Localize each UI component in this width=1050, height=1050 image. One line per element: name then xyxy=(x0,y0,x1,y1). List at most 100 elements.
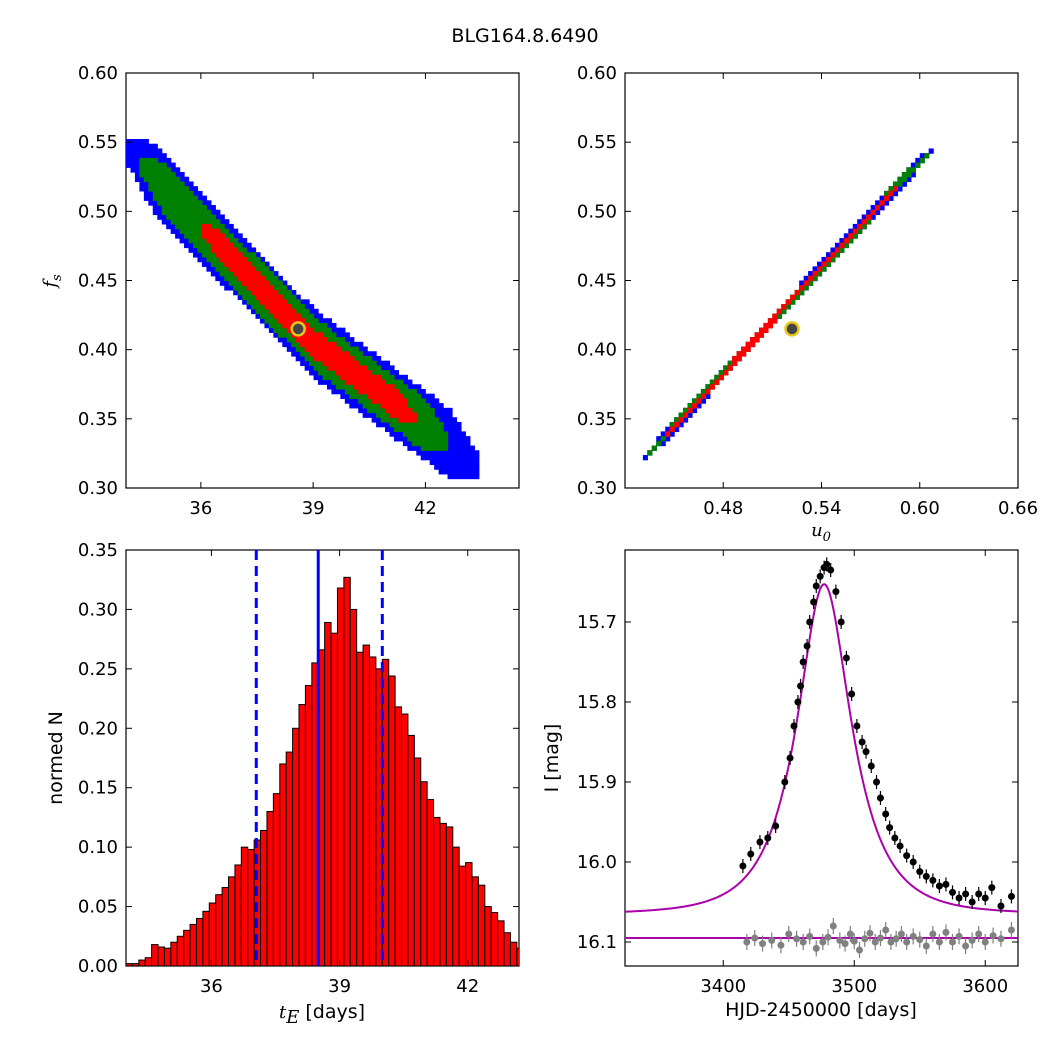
contour-cell-red xyxy=(273,289,279,296)
contour-cell-red xyxy=(371,374,377,381)
data-point xyxy=(922,872,930,880)
contour-cell-blue xyxy=(331,322,337,329)
contour-cell-red xyxy=(304,332,310,338)
contour-cell-red xyxy=(393,407,400,414)
contour-cell-green xyxy=(295,299,301,305)
contour-cell-blue xyxy=(870,205,876,211)
contour-cell-red xyxy=(264,299,270,305)
contour-cell-green xyxy=(219,271,225,277)
contour-cell-blue xyxy=(443,421,449,428)
contour-cell-red xyxy=(277,313,283,319)
contour-cell-red xyxy=(772,313,778,319)
contour-cell-red xyxy=(353,360,359,366)
contour-cell-green xyxy=(429,417,435,423)
histogram-bar xyxy=(458,865,467,966)
contour-cell-blue xyxy=(291,351,297,357)
contour-cell-green xyxy=(674,417,680,423)
contour-cell-blue xyxy=(139,143,145,150)
contour-cell-green xyxy=(906,172,912,178)
contour-cell-green xyxy=(353,388,359,395)
contour-cell-green xyxy=(291,337,297,343)
contour-cell-red xyxy=(407,407,413,414)
contour-cell-blue xyxy=(184,181,190,187)
contour-cell-red xyxy=(371,393,377,399)
contour-cell-green xyxy=(219,228,225,234)
contour-cell-green xyxy=(420,417,426,423)
contour-cell-blue xyxy=(452,445,458,451)
y-tick-label: 0.60 xyxy=(78,63,118,84)
contour-cell-blue xyxy=(126,143,132,150)
contour-cell-green xyxy=(143,167,149,173)
contour-cell-red xyxy=(282,313,288,319)
contour-cell-red xyxy=(402,403,408,409)
contour-cell-red xyxy=(228,256,234,263)
histogram-bar xyxy=(131,963,140,966)
contour-cell-green xyxy=(411,398,417,404)
contour-cell-red xyxy=(402,398,408,404)
contour-cell-blue xyxy=(389,426,395,433)
histogram-bar xyxy=(304,684,313,966)
contour-cell-red xyxy=(246,285,252,291)
contour-cell-green xyxy=(344,388,350,395)
contour-cell-green xyxy=(188,190,194,197)
contour-cell-blue xyxy=(143,190,149,197)
contour-cell-blue xyxy=(277,275,283,282)
contour-cell-blue xyxy=(215,214,221,220)
contour-cell-blue xyxy=(429,450,435,456)
contour-cell-red xyxy=(714,379,720,385)
contour-cell-blue xyxy=(411,445,417,451)
x-tick-label: 42 xyxy=(456,976,479,997)
contour-cell-green xyxy=(781,308,787,315)
contour-cell-green xyxy=(429,440,435,447)
contour-cell-green xyxy=(139,157,145,164)
contour-cell-blue xyxy=(184,242,190,249)
contour-cell-green xyxy=(259,261,266,267)
contour-cell-red xyxy=(206,228,212,234)
contour-cell-red xyxy=(237,275,243,282)
contour-cell-green xyxy=(179,181,185,187)
contour-cell-green xyxy=(148,172,154,178)
contour-cell-red xyxy=(385,407,391,414)
contour-cell-blue xyxy=(201,195,207,201)
x-tick-label: 0.60 xyxy=(900,498,940,519)
contour-cell-green xyxy=(322,322,328,329)
histogram-bar xyxy=(285,751,294,966)
contour-cell-blue xyxy=(157,148,163,154)
contour-cell-red xyxy=(215,242,221,249)
contour-cell-green xyxy=(179,209,185,216)
contour-cell-green xyxy=(295,308,301,315)
contour-cell-green xyxy=(228,280,234,286)
residual-point xyxy=(903,938,911,946)
contour-cell-green xyxy=(371,365,377,371)
contour-cell-green xyxy=(152,181,158,187)
contour-cell-green xyxy=(429,407,435,414)
contour-cell-green xyxy=(411,388,417,395)
contour-cell-blue xyxy=(143,143,149,150)
contour-cell-blue xyxy=(157,205,163,211)
contour-cell-red xyxy=(376,398,382,404)
contour-cell-red xyxy=(349,365,355,371)
data-point xyxy=(867,762,875,770)
x-tick-label: 36 xyxy=(189,498,212,519)
contour-cell-green xyxy=(201,214,207,220)
contour-cell-green xyxy=(358,360,364,366)
contour-cell-green xyxy=(407,393,413,399)
contour-cell-blue xyxy=(843,233,849,239)
contour-cell-red xyxy=(389,403,395,409)
contour-cell-red xyxy=(251,275,257,282)
contour-cell-blue xyxy=(237,294,243,300)
contour-cell-blue xyxy=(148,153,154,159)
contour-cell-green xyxy=(919,157,925,164)
contour-cell-red xyxy=(727,365,733,371)
contour-cell-green xyxy=(376,407,382,414)
contour-cell-green xyxy=(192,195,199,201)
contour-cell-green xyxy=(237,242,243,249)
residual-point xyxy=(836,936,844,944)
contour-cell-green xyxy=(166,195,172,201)
contour-cell-red xyxy=(259,280,266,286)
data-point xyxy=(903,852,911,860)
panel-te-fs: fs 36 39 42 0.30 0.35 0.40 0.45 0.50 0.55 0.60 xyxy=(40,63,520,519)
contour-cell-green xyxy=(349,351,355,357)
contour-cell-red xyxy=(340,355,346,362)
contour-cell-blue xyxy=(233,289,239,296)
